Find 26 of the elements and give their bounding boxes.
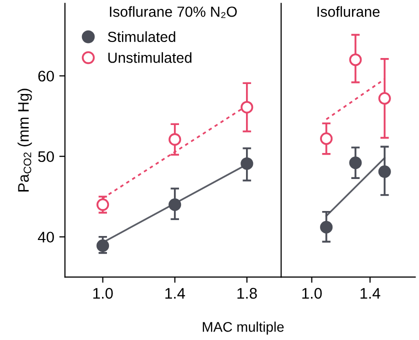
point — [168, 198, 182, 211]
point — [349, 156, 362, 170]
x-tick-label: 1.4 — [165, 288, 186, 299]
x-tick-label: 1.8 — [237, 288, 257, 299]
x-tick-label: 1.0 — [302, 288, 322, 299]
legend-label: Unstimulated — [108, 52, 192, 63]
x-axis-title: MAC multiple — [202, 322, 284, 335]
y-tick-label: 60 — [38, 70, 54, 82]
y-axis-title: Pa$_{CO2}$ (mm Hg) — [18, 88, 32, 192]
point — [320, 220, 333, 234]
x-tick-label: 1.0 — [93, 288, 113, 299]
point — [240, 157, 254, 170]
point — [168, 133, 182, 146]
point — [96, 239, 110, 252]
point — [349, 53, 362, 66]
chart-title: Isoflurane — [318, 6, 380, 17]
y-tick-label: 50 — [38, 151, 54, 162]
point — [96, 198, 110, 211]
point — [320, 132, 333, 145]
point — [378, 165, 391, 178]
legend-label: Stimulated — [108, 31, 176, 42]
y-tick-label: 40 — [38, 232, 54, 243]
point — [240, 100, 254, 114]
point — [378, 92, 391, 105]
chart-title: Isoflurane 70% N₂O — [110, 6, 237, 18]
x-tick-label: 1.4 — [360, 288, 380, 299]
